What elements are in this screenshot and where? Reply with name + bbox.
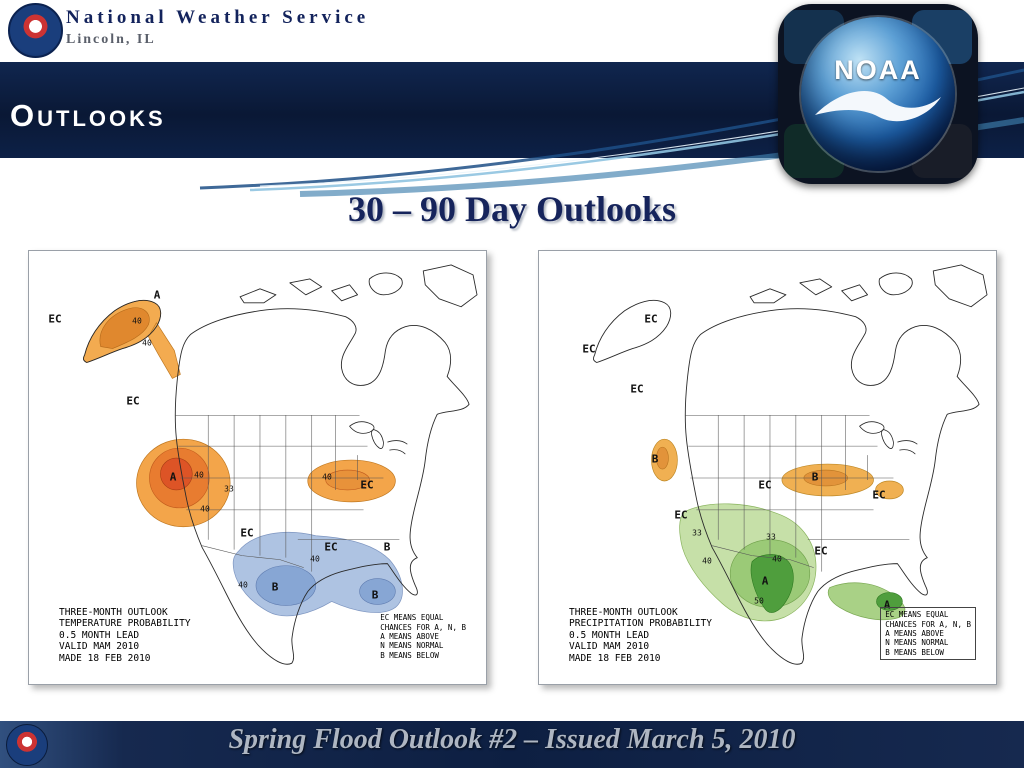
map-annotation: 40 [310, 554, 320, 564]
map-annotation: 40 [322, 472, 332, 482]
precipitation-map-legend: EC MEANS EQUAL CHANCES FOR A, N, B A MEA… [880, 607, 976, 660]
precipitation-map-labels: EC EC EC B EC B EC EC 33 33 40 40 EC A 50 A [539, 251, 996, 684]
legend-line: B MEANS BELOW [885, 647, 944, 657]
caption-line: TEMPERATURE PROBABILITY [59, 618, 191, 630]
footer-caption: Spring Flood Outlook #2 – Issued March 5… [228, 724, 796, 755]
footer-bar: Spring Flood Outlook #2 – Issued March 5… [0, 721, 1024, 768]
caption-line: VALID MAM 2010 [59, 641, 140, 653]
map-annotation: EC [758, 478, 772, 492]
maps-row: A EC 40 40 EC A 40 33 40 EC 40 EC EC B 40 40 B B THREE-MO… [28, 250, 997, 685]
office-name: Lincoln, IL [66, 32, 156, 47]
legend-line: EC MEANS EQUAL [380, 613, 444, 623]
map-annotation: EC [48, 312, 62, 326]
map-annotation: B [383, 540, 391, 554]
legend-line: CHANCES FOR A, N, B [885, 619, 971, 629]
map-annotation: B [271, 580, 279, 594]
map-annotation: EC [240, 526, 254, 540]
map-annotation: 50 [754, 596, 764, 606]
map-annotation: 33 [692, 528, 702, 538]
map-annotation: EC [674, 508, 688, 522]
caption-line: 0.5 MONTH LEAD [569, 629, 650, 641]
map-annotation: 33 [766, 532, 776, 542]
map-annotation: A [169, 470, 177, 484]
caption-line: THREE-MONTH OUTLOOK [569, 607, 678, 619]
map-annotation: EC [324, 540, 338, 554]
map-annotation: EC [630, 382, 644, 396]
legend-line: N MEANS NORMAL [380, 641, 444, 651]
banner-title: Outlooks [10, 98, 166, 133]
map-annotation: A [883, 598, 891, 612]
temperature-map-caption: THREE-MONTH OUTLOOK TEMPERATURE PROBABIL… [59, 607, 191, 664]
caption-line: MADE 18 FEB 2010 [569, 652, 661, 664]
temperature-outlook-map: A EC 40 40 EC A 40 33 40 EC 40 EC EC B 40 40 B B THREE-MO… [28, 250, 487, 685]
legend-line: A MEANS ABOVE [885, 628, 944, 638]
map-annotation: A [761, 574, 769, 588]
map-annotation: 40 [142, 338, 152, 348]
precipitation-map-caption: THREE-MONTH OUTLOOK PRECIPITATION PROBAB… [569, 607, 712, 664]
map-annotation: EC [814, 544, 828, 558]
map-annotation: EC [872, 488, 886, 502]
precipitation-basemap [592, 264, 988, 665]
nws-footer-logo-icon [6, 724, 48, 766]
noaa-sphere-icon: NOAA [801, 17, 955, 171]
caption-line: MADE 18 FEB 2010 [59, 652, 151, 664]
map-annotation: EC [360, 478, 374, 492]
slide-title: 30 – 90 Day Outlooks [347, 189, 677, 229]
caption-line: THREE-MONTH OUTLOOK [59, 607, 168, 619]
caption-line: VALID MAM 2010 [569, 641, 650, 653]
map-annotation: 40 [200, 504, 210, 514]
precipitation-probability-shading [651, 438, 906, 622]
map-annotation: 40 [132, 316, 142, 326]
nws-logo-icon [8, 3, 63, 58]
map-annotation: EC [582, 342, 596, 356]
caption-line: 0.5 MONTH LEAD [59, 629, 140, 641]
map-annotation: 40 [772, 554, 782, 564]
noaa-gull-icon [815, 91, 941, 122]
legend-line: N MEANS NORMAL [885, 638, 949, 648]
legend-line: CHANCES FOR A, N, B [380, 622, 466, 632]
precipitation-outlook-map: EC EC EC B EC B EC EC 33 33 40 40 EC A 50 A THREE-MONTH… [538, 250, 997, 685]
map-annotation: EC [644, 312, 658, 326]
legend-line: B MEANS BELOW [380, 650, 439, 660]
map-annotation: 40 [194, 470, 204, 480]
map-annotation: B [651, 452, 659, 466]
legend-line: EC MEANS EQUAL [885, 610, 949, 620]
agency-block: National Weather Service Lincoln, IL [66, 7, 369, 48]
map-annotation: 40 [238, 580, 248, 590]
map-annotation: A [153, 288, 161, 302]
temperature-map-legend: EC MEANS EQUAL CHANCES FOR A, N, B A MEA… [380, 613, 466, 660]
temperature-map-labels: A EC 40 40 EC A 40 33 40 EC 40 EC EC B 40 40 B B [29, 251, 486, 684]
map-annotation: B [371, 588, 379, 602]
map-annotation: EC [126, 394, 140, 408]
agency-name: National Weather Service [66, 7, 370, 28]
map-annotation: B [811, 470, 819, 484]
caption-line: PRECIPITATION PROBABILITY [569, 618, 712, 630]
map-annotation: 33 [224, 484, 234, 494]
legend-line: A MEANS ABOVE [380, 631, 439, 641]
noaa-logo: NOAA [778, 4, 978, 184]
temperature-basemap [82, 264, 478, 665]
map-annotation: 40 [702, 556, 712, 566]
noaa-logo-text: NOAA [834, 55, 922, 85]
